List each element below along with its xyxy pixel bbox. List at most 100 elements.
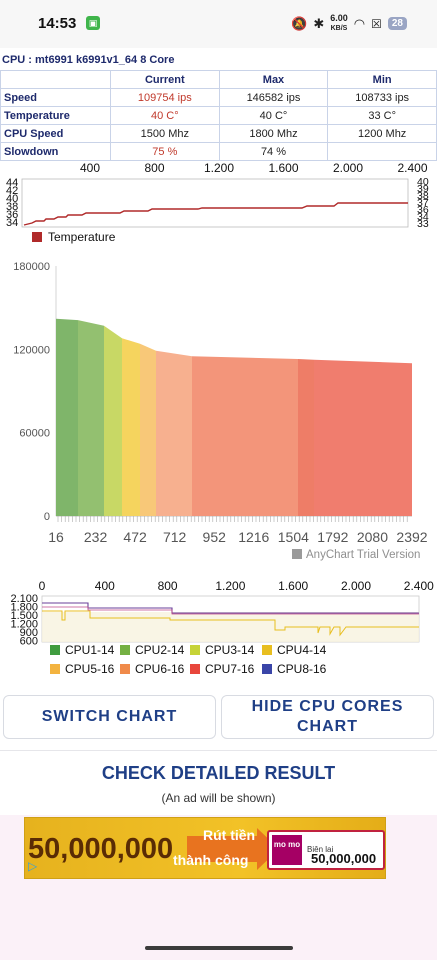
speed-area-band <box>104 325 122 516</box>
cell-max: 146582 ips <box>218 88 329 107</box>
legend-label: CPU6-16 <box>135 662 185 676</box>
cores-y-tick: 1.800 <box>10 602 38 614</box>
speed-x-label: 712 <box>163 529 187 545</box>
ad-thanh-cong: thành công <box>173 852 249 868</box>
legend-label: CPU8-16 <box>277 662 327 676</box>
temperature-legend-label: Temperature <box>48 230 116 244</box>
table-row: Temperature 40 C° 40 C° 33 C° <box>0 106 437 125</box>
temp-x-tick: 400 <box>80 161 100 175</box>
speed-area-band <box>78 320 104 516</box>
cores-x-tick: 1.600 <box>278 579 308 593</box>
speed-area-chart: 180000 120000 60000 0 16 232 472 712 952 1216 150… <box>13 261 428 561</box>
cell-current: 109754 ips <box>110 88 220 107</box>
cell-current: 40 C° <box>110 106 220 125</box>
cell-current: 1500 Mhz <box>110 124 220 143</box>
row-label: Temperature <box>0 106 111 125</box>
header-max: Max <box>218 70 329 89</box>
legend-label: CPU2-14 <box>135 643 185 657</box>
cores-x-tick: 2.000 <box>341 579 371 593</box>
wifi-icon: ◠ <box>353 15 366 31</box>
legend-swatch <box>120 664 130 674</box>
speed-y-axis: 180000 120000 60000 0 <box>13 261 50 523</box>
temp-x-axis: 400 800 1.200 1.600 2.000 2.400 <box>80 161 428 175</box>
speed-x-axis: 16 232 472 712 952 1216 1504 1792 2080 2392 <box>48 529 428 545</box>
cell-max: 1800 Mhz <box>218 124 329 143</box>
temp-y-left-tick: 40 <box>6 193 18 205</box>
hide-cpu-cores-chart-button[interactable]: HIDE CPU CORES CHART <box>221 695 434 739</box>
temp-y-left-tick: 36 <box>6 209 18 221</box>
cores-x-tick: 400 <box>95 579 115 593</box>
momo-logo-icon: mo mo <box>272 835 302 865</box>
speed-y-tick: 60000 <box>19 428 50 440</box>
speed-y-tick: 0 <box>44 511 50 523</box>
legend-label: CPU7-16 <box>205 662 255 676</box>
ad-rut-tien: Rút tiền <box>203 827 256 843</box>
mute-icon: 🔕 <box>291 15 308 31</box>
temp-y-right-tick: 33 <box>417 218 429 230</box>
clock: 14:53 <box>38 15 77 32</box>
temp-y-left-tick: 38 <box>6 201 18 213</box>
legend-label: CPU3-14 <box>205 643 255 657</box>
temp-y-right-tick: 36 <box>417 204 429 216</box>
speed-area-bands <box>56 318 412 516</box>
cores-x-axis: 0 400 800 1.200 1.600 2.000 2.400 <box>39 579 434 593</box>
ad-arrow-icon <box>187 828 279 870</box>
home-indicator[interactable] <box>145 946 293 950</box>
legend-label: CPU4-14 <box>277 643 327 657</box>
row-label: Slowdown <box>0 142 111 161</box>
temp-y-left-tick: 34 <box>6 217 18 229</box>
cores-y-tick: 900 <box>20 627 38 639</box>
cores-y-tick: 1.200 <box>10 619 38 631</box>
bluetooth-icon: ✱ <box>313 15 325 31</box>
header-min: Min <box>327 70 437 89</box>
speed-area-band <box>140 343 156 516</box>
ad-receipt-card: mo mo Biên lai 50,000,000 <box>267 830 385 870</box>
switch-chart-button[interactable]: SWITCH CHART <box>3 695 216 739</box>
app-notification-icon: ▣ <box>86 16 100 30</box>
legend-swatch <box>120 645 130 655</box>
cell-min: 33 C° <box>327 106 437 125</box>
ad-banner[interactable]: 50,000,000 Rút tiền thành công mo mo Biê… <box>24 817 386 879</box>
cores-y-tick: 1.500 <box>10 610 38 622</box>
legend-label: CPU5-16 <box>65 662 115 676</box>
speed-area-band <box>314 359 412 516</box>
temp-y-right-tick: 39 <box>417 183 429 195</box>
cell-min: 1200 Mhz <box>327 124 437 143</box>
cell-min <box>327 142 437 161</box>
corner-cell <box>0 70 111 89</box>
check-detailed-result-button[interactable]: CHECK DETAILED RESULT <box>101 763 336 783</box>
check-result-section: CHECK DETAILED RESULT (An ad will be sho… <box>0 750 437 812</box>
cores-x-tick: 2.400 <box>404 579 434 593</box>
cpu-title: CPU : mt6991 k6991v1_64 8 Core <box>2 54 175 66</box>
speed-y-tick: 180000 <box>13 261 50 273</box>
cores-y-tick: 2.100 <box>10 593 38 605</box>
battery-indicator: 28 <box>387 17 407 30</box>
adchoices-icon[interactable]: ▷ <box>28 859 38 873</box>
table-row: CPU Speed 1500 Mhz 1800 Mhz 1200 Mhz <box>0 124 437 143</box>
cores-x-tick: 0 <box>39 579 46 593</box>
speed-x-label: 952 <box>203 529 227 545</box>
temp-y-left-tick: 42 <box>6 185 18 197</box>
legend-swatch <box>190 645 200 655</box>
cell-max: 74 % <box>218 142 329 161</box>
speed-y-tick: 120000 <box>13 344 50 356</box>
ad-amount: 50,000,000 <box>28 833 174 865</box>
temp-y-right-tick: 37 <box>417 197 429 209</box>
cell-min: 108733 ips <box>327 88 437 107</box>
speed-x-minor-ticks <box>57 516 408 522</box>
legend-swatch <box>262 664 272 674</box>
anychart-logo-icon <box>292 549 302 559</box>
speed-x-label: 1792 <box>317 529 348 545</box>
cpu4-line <box>42 610 419 637</box>
legend-swatch <box>190 664 200 674</box>
speed-x-label: 2392 <box>396 529 427 545</box>
anychart-watermark-text: AnyChart Trial Version <box>306 549 420 561</box>
speed-x-label: 472 <box>123 529 147 545</box>
temp-y-left-tick: 44 <box>6 177 18 189</box>
table-row: Speed 109754 ips 146582 ips 108733 ips <box>0 88 437 107</box>
table-header-row: Current Max Min <box>0 70 437 89</box>
cell-max: 40 C° <box>218 106 329 125</box>
ad-card-amount: 50,000,000 <box>311 851 377 866</box>
temp-x-tick: 1.200 <box>204 161 234 175</box>
